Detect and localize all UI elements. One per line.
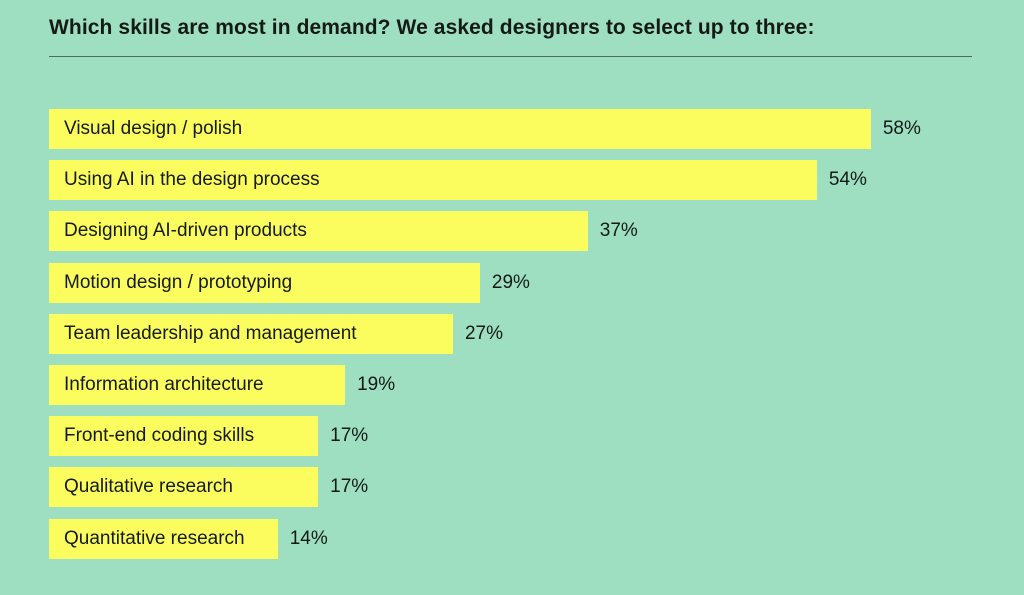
bar-row: Information architecture 19% bbox=[49, 365, 395, 405]
bar-row: Team leadership and management 27% bbox=[49, 313, 503, 354]
category-label: Using AI in the design process bbox=[64, 169, 320, 191]
chart-title: Which skills are most in demand? We aske… bbox=[49, 16, 815, 39]
category-label: Quantitative research bbox=[64, 527, 245, 549]
value-label: 19% bbox=[357, 374, 396, 395]
value-label: 17% bbox=[330, 425, 369, 447]
bar: Front-end coding skills bbox=[49, 416, 319, 457]
bar: Quantitative research bbox=[49, 518, 278, 559]
category-label: Front-end coding skills bbox=[64, 425, 255, 447]
category-label: Designing AI-driven products bbox=[64, 220, 307, 242]
bar-row: Front-end coding skills 17% bbox=[49, 416, 369, 457]
category-label: Qualitative research bbox=[64, 476, 233, 498]
bar: Information architecture bbox=[49, 365, 346, 405]
category-label: Team leadership and management bbox=[64, 322, 357, 344]
value-label: 54% bbox=[828, 169, 867, 191]
value-label: 37% bbox=[599, 220, 638, 242]
category-label: Information architecture bbox=[64, 374, 264, 395]
bar: Visual design / polish bbox=[49, 109, 871, 149]
value-label: 14% bbox=[289, 527, 328, 549]
bar-row: Quantitative research 14% bbox=[49, 518, 328, 559]
bar: Team leadership and management bbox=[49, 313, 453, 354]
bar-row: Using AI in the design process 54% bbox=[49, 160, 867, 201]
bar: Using AI in the design process bbox=[49, 160, 817, 201]
category-label: Motion design / prototyping bbox=[64, 271, 293, 293]
value-label: 58% bbox=[882, 118, 921, 139]
bar: Motion design / prototyping bbox=[49, 262, 480, 303]
title-divider bbox=[49, 56, 972, 57]
bar-row: Motion design / prototyping 29% bbox=[49, 262, 530, 303]
bar-row: Qualitative research 17% bbox=[49, 467, 369, 508]
bar-row: Designing AI-driven products 37% bbox=[49, 211, 638, 252]
bar: Designing AI-driven products bbox=[49, 211, 588, 252]
bar-row: Visual design / polish 58% bbox=[49, 109, 921, 149]
category-label: Visual design / polish bbox=[64, 118, 243, 139]
value-label: 17% bbox=[330, 476, 369, 498]
value-label: 27% bbox=[464, 322, 503, 344]
bar: Qualitative research bbox=[49, 467, 319, 508]
value-label: 29% bbox=[491, 271, 530, 293]
